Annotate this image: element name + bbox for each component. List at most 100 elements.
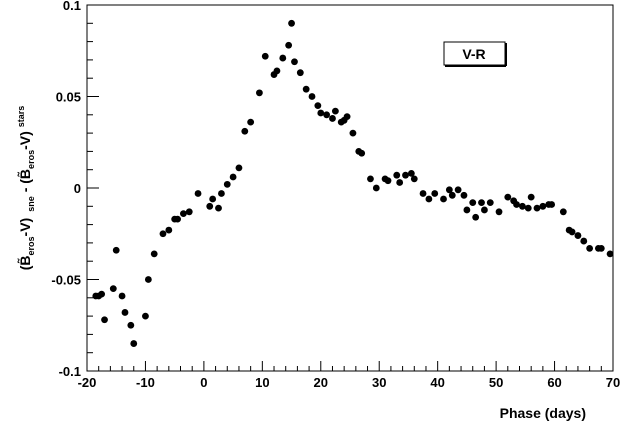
data-point xyxy=(144,276,152,283)
data-point xyxy=(235,164,243,172)
data-point xyxy=(396,179,404,186)
data-point xyxy=(586,244,594,252)
data-point xyxy=(285,41,293,49)
data-point xyxy=(256,89,263,97)
data-point xyxy=(524,204,532,212)
data-point xyxy=(504,193,512,201)
data-point xyxy=(130,340,138,347)
data-point xyxy=(261,52,269,60)
x-tick-label: 10 xyxy=(255,375,269,390)
data-point xyxy=(218,190,225,197)
data-point xyxy=(440,195,447,203)
x-tick-label: 20 xyxy=(314,375,328,390)
data-point xyxy=(410,175,418,183)
data-point xyxy=(194,190,202,197)
data-point xyxy=(559,208,567,216)
data-point xyxy=(527,193,535,201)
data-point xyxy=(308,93,316,100)
data-point xyxy=(367,175,374,183)
data-point xyxy=(519,202,526,210)
plot-frame xyxy=(86,4,614,372)
data-point xyxy=(209,195,217,203)
data-point xyxy=(486,199,494,207)
data-point xyxy=(185,208,193,216)
data-point xyxy=(407,169,415,177)
data-point xyxy=(206,202,214,210)
data-point xyxy=(180,210,187,218)
data-point xyxy=(343,113,351,121)
y-axis-title: (B̃eros-V)sne- (B̃eros-V)stars xyxy=(16,106,36,271)
data-point xyxy=(448,191,456,199)
y-tick-label: -0.05 xyxy=(51,273,81,288)
data-point xyxy=(241,127,249,135)
data-point xyxy=(323,111,331,119)
data-point xyxy=(384,177,392,185)
data-point xyxy=(229,173,237,181)
data-point xyxy=(247,118,255,126)
data-point xyxy=(539,202,547,210)
data-point xyxy=(215,204,222,212)
y-tick-label: 0 xyxy=(74,181,81,196)
data-point xyxy=(463,206,471,214)
data-point xyxy=(495,208,503,216)
annotation-box: V-R xyxy=(443,41,507,67)
data-point xyxy=(393,171,401,179)
data-point xyxy=(481,206,488,214)
data-point xyxy=(121,309,129,316)
data-point xyxy=(597,244,605,252)
data-point xyxy=(349,129,357,137)
data-point xyxy=(273,67,281,75)
data-point xyxy=(291,58,298,66)
data-point xyxy=(150,250,158,258)
data-point xyxy=(425,195,433,203)
data-point xyxy=(101,316,108,324)
data-point xyxy=(445,186,453,194)
x-tick-label: 40 xyxy=(430,375,444,390)
data-point xyxy=(574,232,582,239)
x-tick-label: 0 xyxy=(200,375,207,390)
data-point xyxy=(431,190,439,197)
data-point xyxy=(469,199,477,207)
data-point xyxy=(472,213,480,221)
data-point xyxy=(223,180,231,188)
data-point xyxy=(165,226,173,234)
x-tick-label: -10 xyxy=(136,375,155,390)
data-point xyxy=(174,215,181,223)
annotation-label: V-R xyxy=(462,46,485,62)
data-point xyxy=(98,290,106,298)
y-tick-label: -0.1 xyxy=(59,364,81,379)
data-point xyxy=(296,69,304,77)
y-tick-label: 0.1 xyxy=(63,0,81,13)
data-point xyxy=(127,321,135,329)
data-point xyxy=(548,201,556,208)
y-tick-label: 0.05 xyxy=(56,90,81,105)
x-tick-label: 70 xyxy=(606,375,620,390)
data-point xyxy=(159,230,167,238)
data-point xyxy=(513,201,520,208)
data-point xyxy=(109,285,117,293)
data-point xyxy=(314,102,322,110)
data-point xyxy=(419,190,427,197)
data-point xyxy=(402,171,409,179)
data-point xyxy=(478,199,485,207)
data-point xyxy=(454,186,462,194)
data-point xyxy=(568,228,576,236)
data-point xyxy=(460,191,468,199)
data-point xyxy=(142,312,149,320)
x-tick-label: -20 xyxy=(78,375,97,390)
data-points xyxy=(92,19,614,347)
data-point xyxy=(112,246,120,254)
data-point xyxy=(317,109,325,117)
data-point xyxy=(358,149,366,157)
data-point xyxy=(329,115,336,122)
x-axis-title: Phase (days) xyxy=(500,405,586,421)
data-point xyxy=(580,237,588,245)
data-point xyxy=(288,19,295,27)
data-point xyxy=(372,184,380,192)
data-point xyxy=(533,204,541,212)
axis-ticks: -20 -10 0 10 20 30 40 50 60 70 -0.1 -0.05 0 0.05 0.1 xyxy=(51,0,620,390)
data-point xyxy=(279,54,287,62)
x-tick-label: 60 xyxy=(547,375,561,390)
data-point xyxy=(606,250,614,258)
data-point xyxy=(331,107,339,115)
